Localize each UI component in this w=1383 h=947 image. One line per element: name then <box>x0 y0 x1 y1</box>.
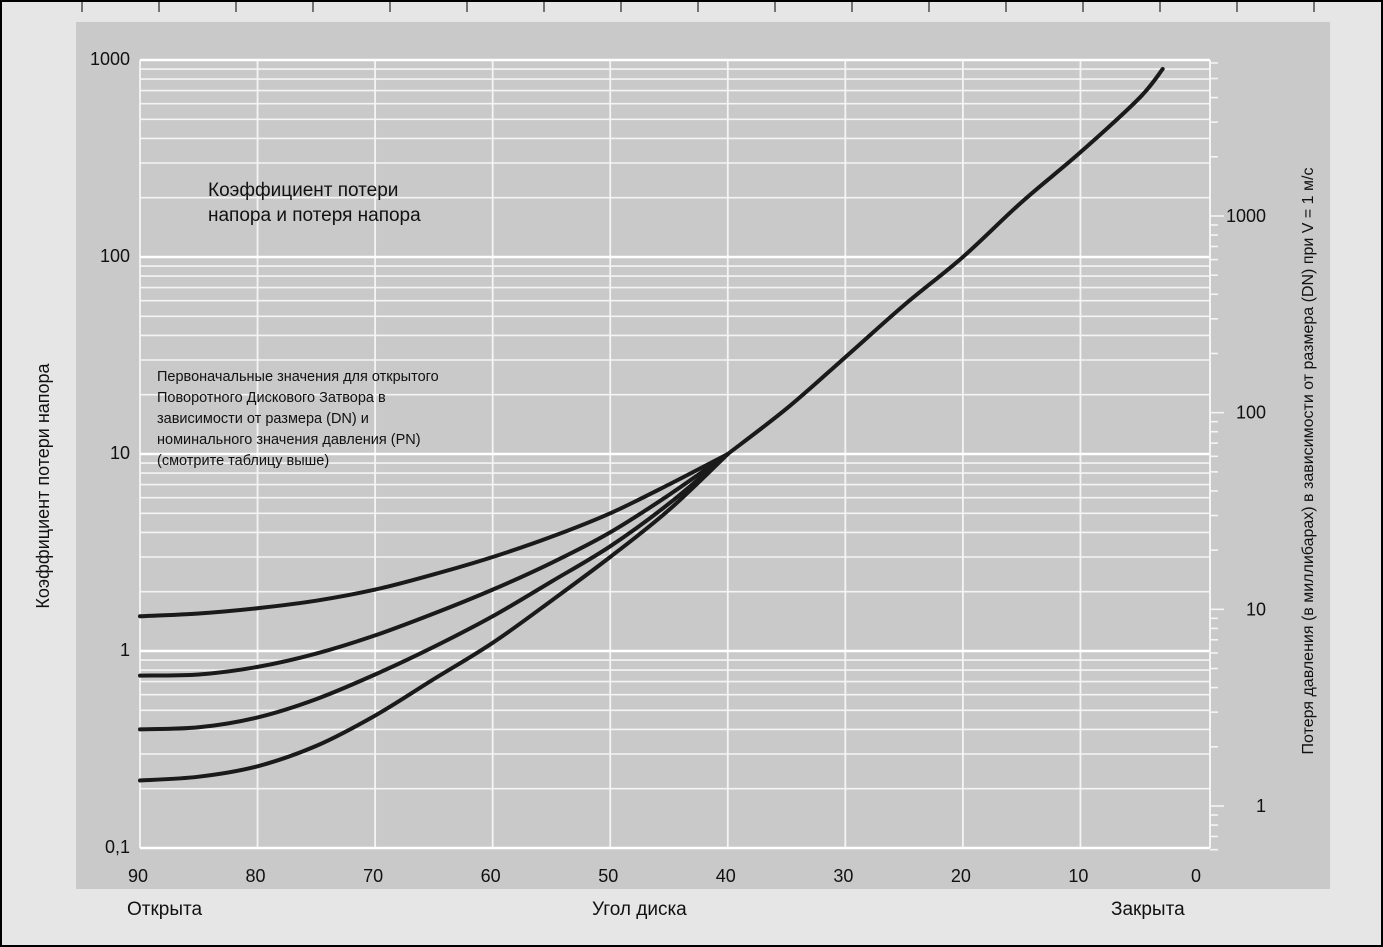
y-tick-label: 10 <box>110 443 130 463</box>
plot-panel <box>76 22 1330 889</box>
x-tick-label: 60 <box>481 866 501 886</box>
y-tick-label: 0,1 <box>105 837 130 857</box>
annotation-note-line: Первоначальные значения для открытого <box>157 369 439 385</box>
x-axis-label: Угол диска <box>592 899 687 920</box>
annotation-note: Первоначальные значения для открытого По… <box>157 367 517 472</box>
y-tick-label: 100 <box>100 246 130 266</box>
grid-major <box>140 58 1210 850</box>
annotation-note-line: зависимости от размера (DN) и <box>157 411 369 427</box>
annotation-title-line: Коэффициент потери <box>208 180 399 201</box>
y-tick-label: 1000 <box>90 49 130 69</box>
grid-minor <box>140 68 1210 790</box>
series-line <box>725 67 1165 456</box>
y-tick-label: 1 <box>120 640 130 660</box>
series-group <box>138 67 1165 783</box>
series-line <box>138 452 730 783</box>
x-tick-labels: 90 80 70 60 50 40 30 20 10 0 <box>128 866 1201 886</box>
y-right-tick-label: 100 <box>1236 403 1266 423</box>
y-right-tick-label: 10 <box>1246 599 1266 619</box>
x-tick-label: 80 <box>246 866 266 886</box>
y-right-tick-label: 1000 <box>1226 206 1266 226</box>
annotation-note-line: Поворотного Дискового Затвора в <box>157 390 386 406</box>
x-left-label: Открыта <box>127 899 203 920</box>
right-axis <box>1209 60 1224 851</box>
x-tick-label: 0 <box>1191 866 1201 886</box>
series-line <box>138 452 730 732</box>
annotation-title: Коэффициент потери напора и потеря напор… <box>208 178 421 228</box>
y-axis-label: Коэффициент потери напора <box>33 362 53 608</box>
x-tick-label: 40 <box>716 866 736 886</box>
annotation-note-line: (смотрите таблицу выше) <box>157 453 330 469</box>
x-right-label: Закрыта <box>1111 899 1185 920</box>
top-edge-ticks <box>81 0 1315 12</box>
series-line <box>138 452 730 678</box>
annotation-title-line: напора и потеря напора <box>208 205 421 226</box>
series-line <box>138 452 730 619</box>
y-right-tick-label: 1 <box>1256 796 1266 816</box>
x-tick-label: 90 <box>128 866 148 886</box>
y-right-axis-label: Потеря давления (в миллибарах) в зависим… <box>1300 168 1317 755</box>
x-tick-label: 70 <box>363 866 383 886</box>
y-right-tick-labels: 1 10 100 1000 <box>1226 206 1266 816</box>
x-tick-label: 30 <box>833 866 853 886</box>
x-tick-label: 10 <box>1068 866 1088 886</box>
y-tick-labels: 0,1 1 10 100 1000 <box>90 49 130 857</box>
x-tick-label: 20 <box>951 866 971 886</box>
annotation-note-line: номинального значения давления (PN) <box>157 432 421 448</box>
x-tick-label: 50 <box>598 866 618 886</box>
